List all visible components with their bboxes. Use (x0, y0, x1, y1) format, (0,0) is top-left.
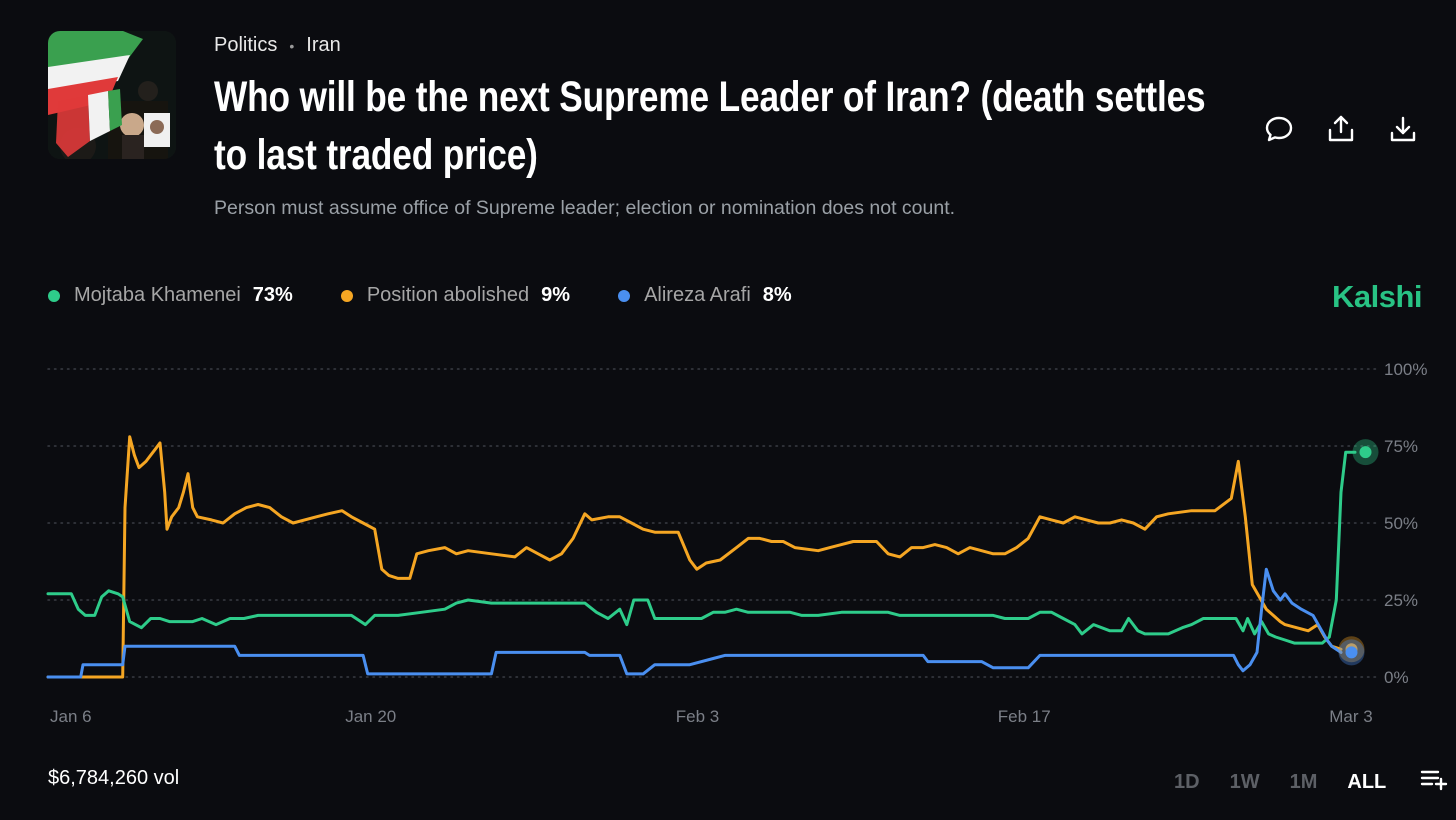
y-tick-label: 50% (1384, 514, 1418, 533)
legend-swatch (340, 289, 353, 302)
download-icon (1390, 116, 1416, 142)
legend-label: Alireza Arafi (644, 284, 751, 306)
comment-icon (1265, 116, 1293, 142)
breadcrumb-category[interactable]: Politics (214, 34, 278, 56)
x-tick-label: Mar 3 (1329, 707, 1372, 726)
download-button[interactable] (1386, 112, 1420, 146)
legend-swatch (618, 289, 631, 302)
legend-label: Position abolished (366, 284, 530, 306)
time-range-selector: 1D 1W 1M ALL (1174, 767, 1448, 797)
chart-legend: Mojtaba Khamenei 73% Position abolished … (48, 284, 840, 307)
series-line-mojtaba-khamenei (46, 450, 1357, 645)
market-thumbnail (48, 31, 176, 159)
y-tick-label: 100% (1384, 360, 1427, 379)
breadcrumb-subcategory[interactable]: Iran (306, 34, 341, 56)
y-tick-label: 25% (1384, 591, 1418, 610)
x-tick-label: Feb 17 (998, 707, 1051, 726)
kalshi-logo: Kalshi (1332, 279, 1423, 314)
y-tick-label: 0% (1384, 668, 1409, 687)
list-add-icon (1421, 770, 1448, 791)
x-tick-label: Jan 6 (50, 707, 92, 726)
comment-button[interactable] (1262, 112, 1296, 146)
chart-options-button[interactable] (1420, 767, 1448, 797)
legend-item-mojtaba-khamenei[interactable]: Mojtaba Khamenei 73% (48, 284, 293, 307)
market-actions (1262, 112, 1420, 146)
x-tick-label: Feb 3 (676, 707, 719, 726)
y-tick-label: 75% (1384, 437, 1418, 456)
share-button[interactable] (1324, 112, 1358, 146)
range-1d[interactable]: 1D (1174, 770, 1200, 793)
legend-item-alireza-arafi[interactable]: Alireza Arafi 8% (618, 284, 792, 307)
market-rules-subtitle: Person must assume office of Supreme lea… (214, 197, 956, 219)
legend-percent: 9% (541, 284, 571, 306)
range-all[interactable]: ALL (1347, 770, 1387, 793)
series-end-point (1345, 646, 1358, 659)
volume-label: $6,784,260 vol (48, 767, 180, 789)
series-line-position-abolished (46, 435, 1343, 679)
legend-percent: 8% (762, 284, 792, 306)
range-1m[interactable]: 1M (1289, 770, 1318, 793)
breadcrumb-separator: • (289, 37, 295, 54)
legend-swatch (48, 289, 60, 302)
breadcrumb: Politics • Iran (214, 34, 341, 57)
legend-percent: 73% (252, 284, 293, 306)
series-line-alireza-arafi (46, 567, 1343, 679)
price-history-chart: 100% 75% 50% 25% 0% Jan 6 Jan 20 Feb 3 Feb 17 Mar… (46, 360, 1427, 726)
page-title: Who will be the next Supreme Leader of I… (214, 73, 1206, 179)
legend-label: Mojtaba Khamenei (74, 284, 241, 306)
legend-item-position-abolished[interactable]: Position abolished 9% (340, 284, 571, 307)
x-tick-label: Jan 20 (345, 707, 396, 726)
range-1w[interactable]: 1W (1229, 770, 1260, 793)
series-end-point (1359, 446, 1372, 459)
share-icon (1328, 115, 1354, 142)
